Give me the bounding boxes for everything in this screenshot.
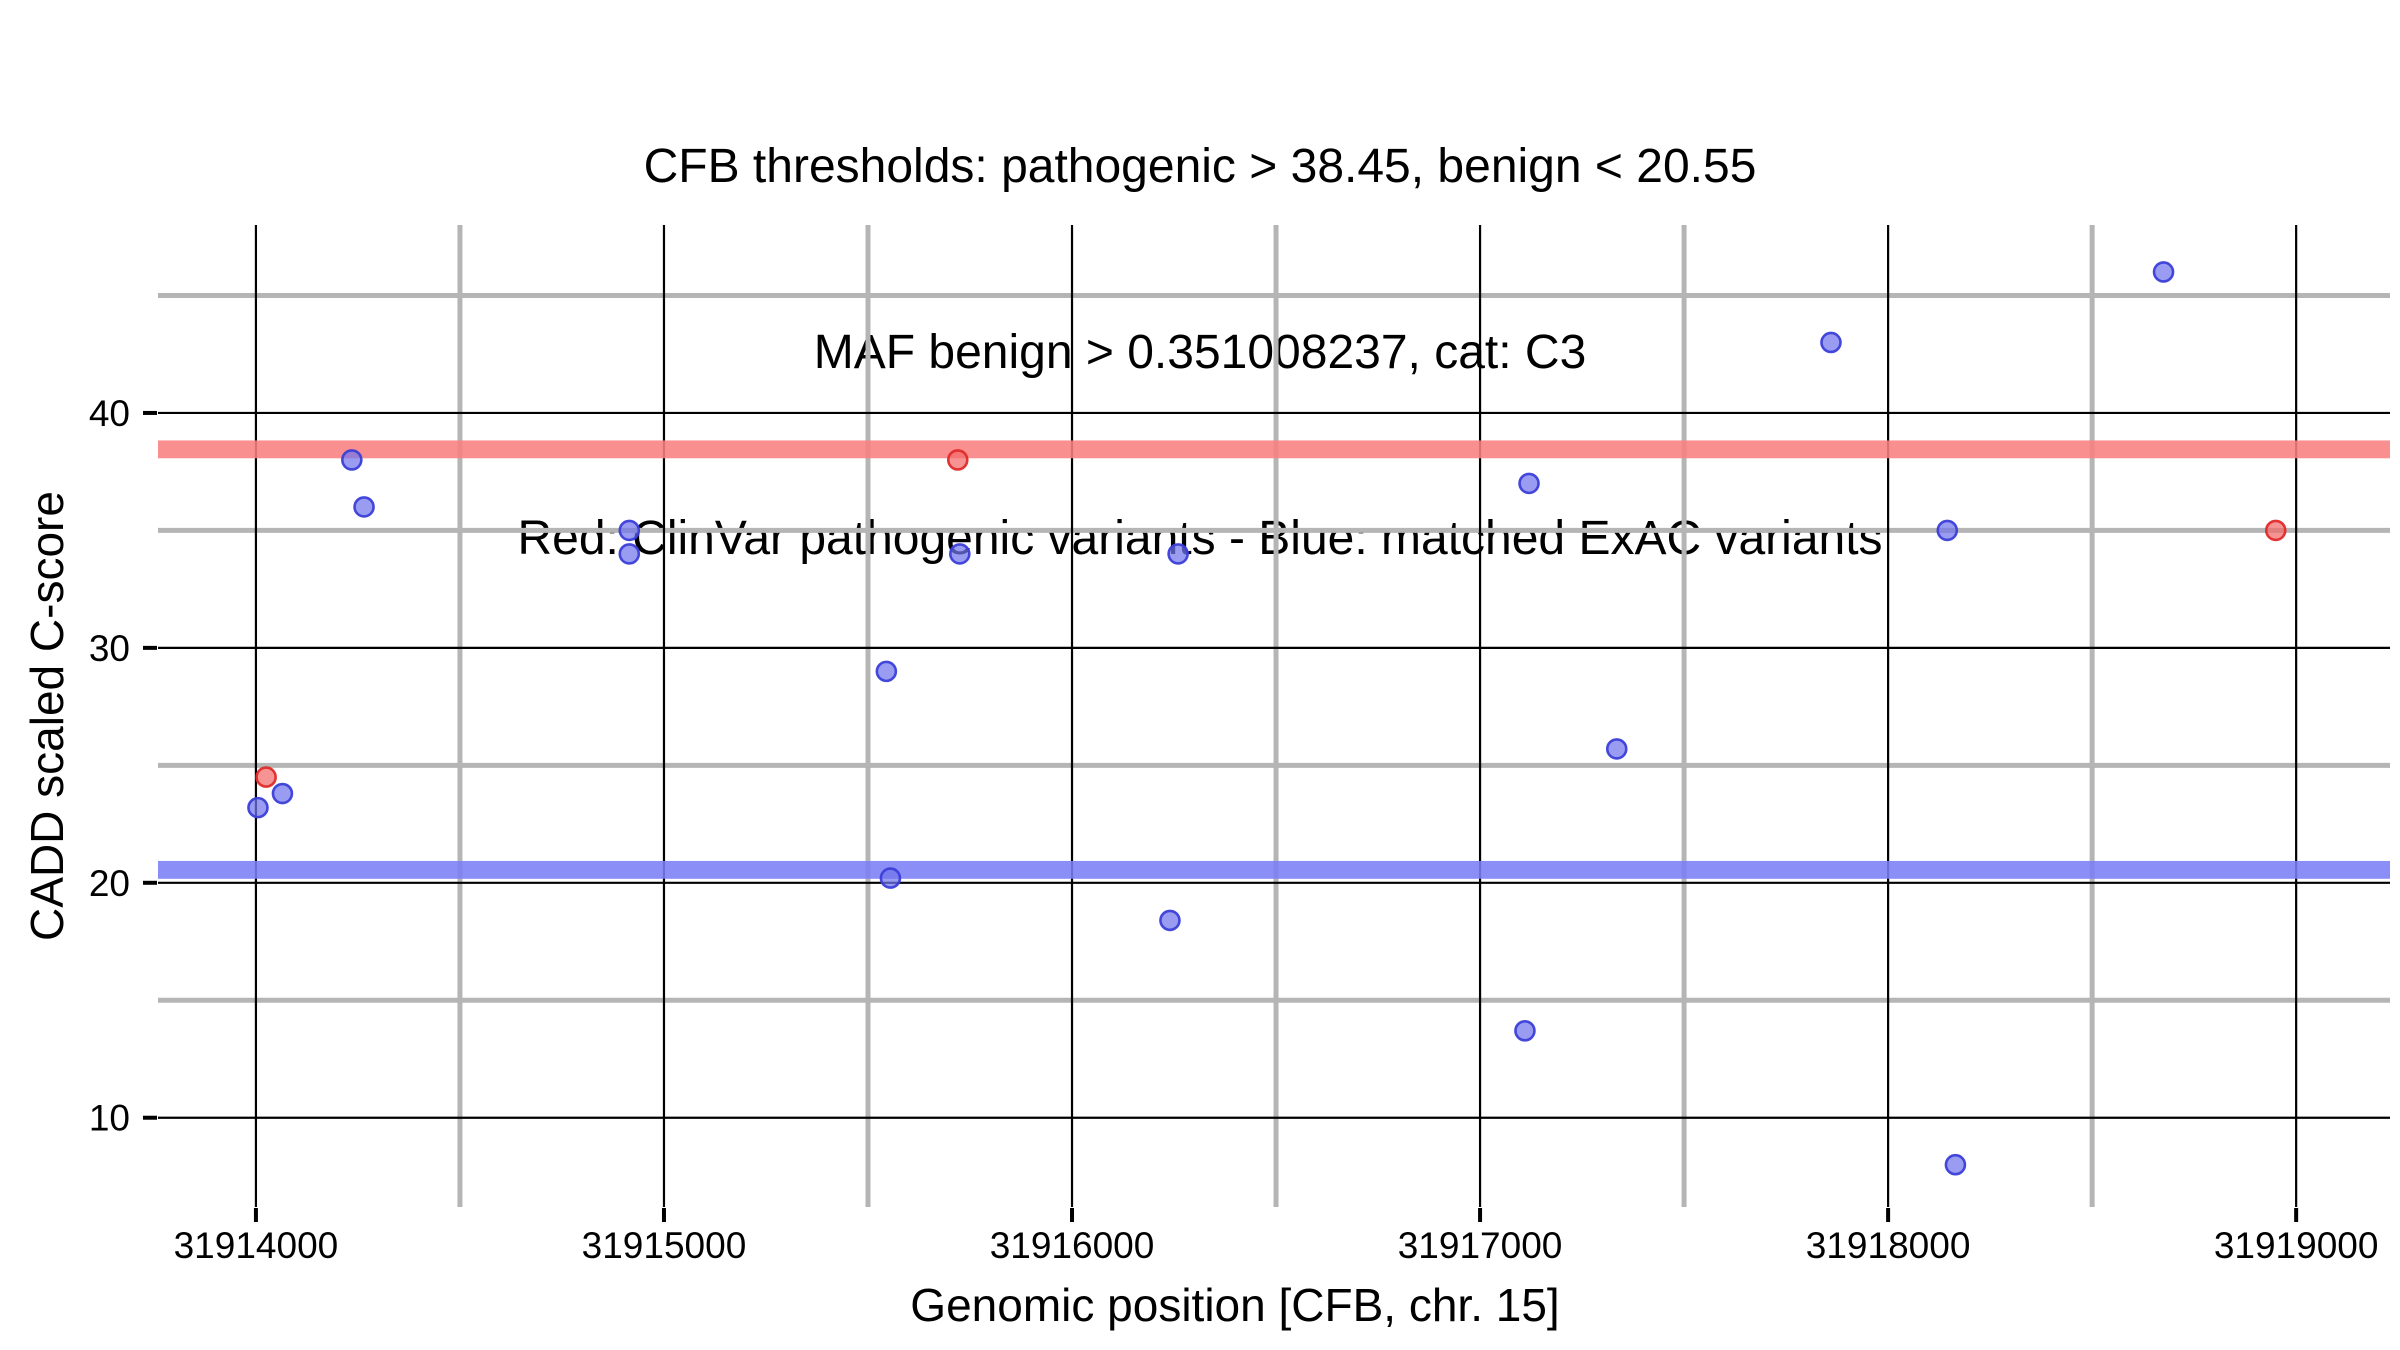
benign-threshold-band (158, 860, 2390, 879)
data-point-matched-exac (1159, 909, 1181, 932)
data-point-matched-exac (879, 867, 902, 889)
data-point-matched-exac (1605, 738, 1628, 760)
y-axis-tick-label: 20 (89, 863, 130, 904)
data-point-matched-exac (618, 519, 641, 542)
x-axis-title: Genomic position [CFB, chr. 15] (910, 1279, 1560, 1331)
y-axis-tick-label: 10 (89, 1098, 130, 1139)
data-point-matched-exac (353, 496, 375, 518)
data-point-matched-exac (618, 543, 641, 565)
data-point-matched-exac (341, 449, 363, 471)
chart-title-line-1: CFB thresholds: pathogenic > 38.45, beni… (643, 140, 1757, 193)
data-point-clinvar-pathogenic (946, 449, 969, 471)
x-axis-tick-label: 31918000 (1806, 1225, 1971, 1266)
y-axis-tick-label: 30 (89, 628, 130, 669)
x-axis-tick-label: 31915000 (582, 1225, 747, 1266)
x-axis-tick-label: 31916000 (990, 1225, 1155, 1266)
data-point-clinvar-pathogenic (255, 766, 277, 788)
data-point-matched-exac (1820, 331, 1842, 354)
data-point-matched-exac (271, 782, 294, 805)
data-point-matched-exac (2152, 261, 2175, 283)
data-point-matched-exac (1514, 1020, 1536, 1042)
x-axis-tick-label: 31914000 (174, 1225, 339, 1266)
data-point-matched-exac (949, 543, 971, 565)
data-point-matched-exac (1944, 1153, 1967, 1176)
data-point-matched-exac (1518, 472, 1540, 495)
chart-title: CFB thresholds: pathogenic > 38.45, beni… (0, 12, 2400, 694)
data-point-matched-exac (875, 660, 898, 683)
data-point-matched-exac (247, 796, 269, 819)
pathogenic-threshold-band (158, 440, 2390, 459)
data-point-matched-exac (1936, 519, 1959, 542)
y-axis-tick-label: 40 (89, 393, 130, 434)
y-axis-title: CADD scaled C-score (21, 491, 73, 941)
chart-title-line-3: Red: ClinVar pathogenic variants - Blue:… (517, 512, 1883, 565)
data-point-clinvar-pathogenic (2264, 519, 2287, 542)
x-axis-tick-label: 31917000 (1398, 1225, 1563, 1266)
data-point-matched-exac (1167, 543, 1189, 565)
x-axis-tick-label: 31919000 (2214, 1225, 2379, 1266)
